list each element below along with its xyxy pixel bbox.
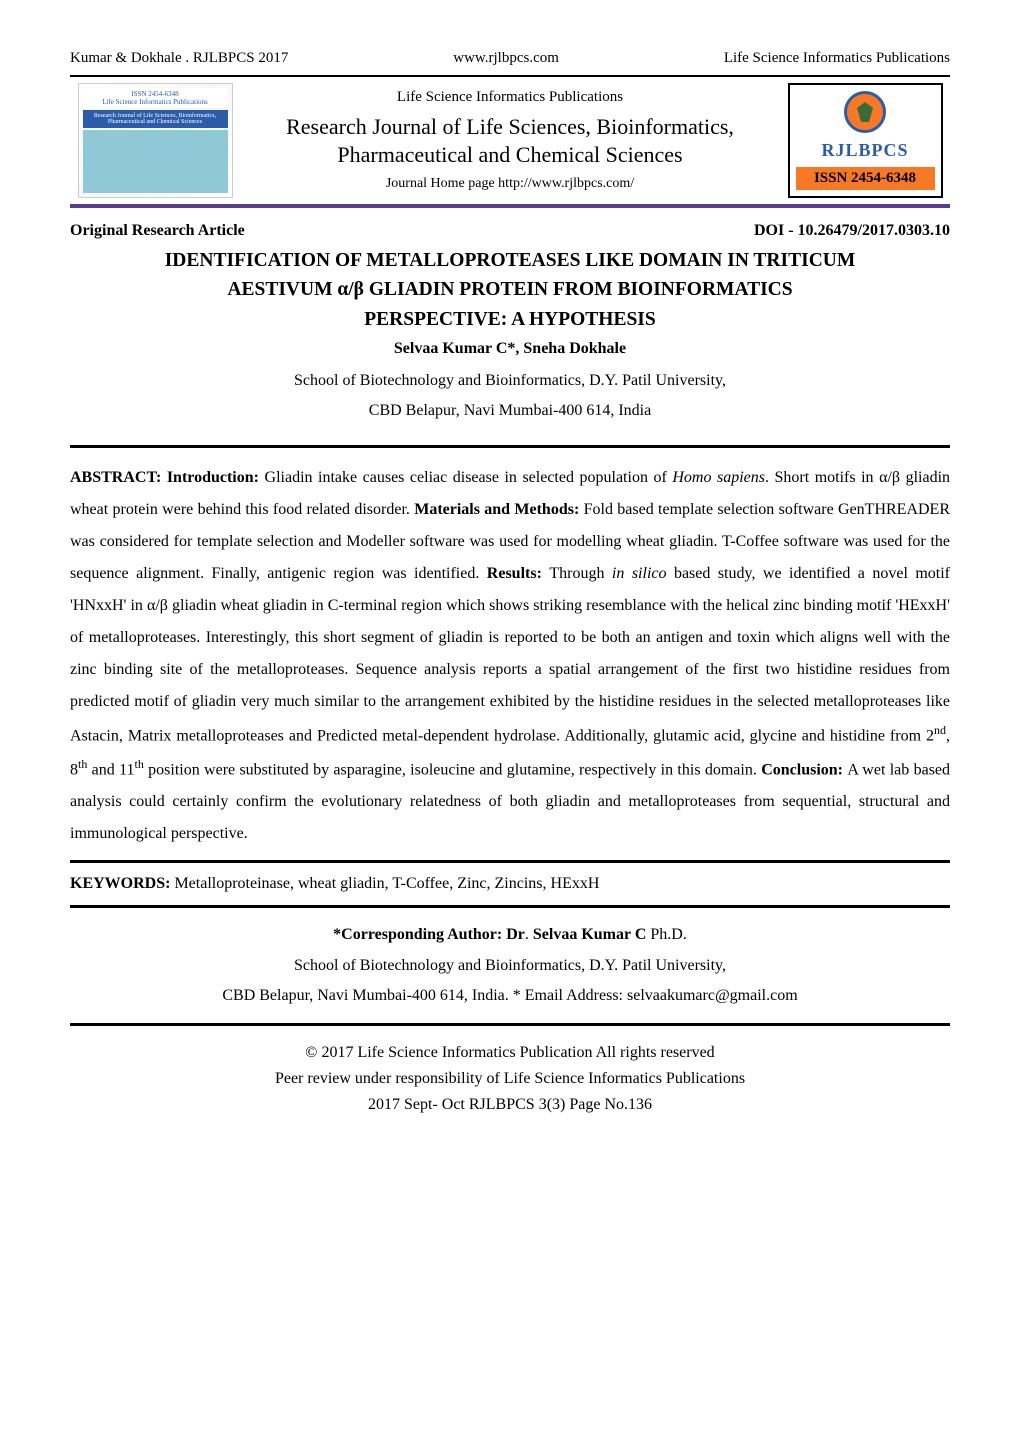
article-authors: Selvaa Kumar C*, Sneha Dokhale — [70, 340, 950, 358]
corresponding-address-email: CBD Belapur, Navi Mumbai-400 614, India.… — [222, 987, 797, 1004]
divider-rule — [70, 445, 950, 448]
journal-acronym: RJLBPCS — [821, 140, 908, 161]
superscript: th — [78, 757, 87, 771]
results-label: Results: — [487, 565, 550, 582]
in-silico: in silico — [612, 565, 667, 582]
banner-journal-title-1: Research Journal of Life Sciences, Bioin… — [286, 114, 734, 140]
issn-box: RJLBPCS ISSN 2454-6348 — [788, 83, 943, 198]
banner-left-logo: ISSN 2454-6348 Life Science Informatics … — [70, 77, 240, 204]
article-type: Original Research Article — [70, 222, 245, 240]
corresponding-affiliation: School of Biotechnology and Bioinformati… — [294, 957, 726, 974]
banner-homepage: Journal Home page http://www.rjlbpcs.com… — [386, 176, 634, 192]
abstract-text: Gliadin intake causes celiac disease in … — [265, 469, 673, 486]
banner-publisher: Life Science Informatics Publications — [397, 89, 623, 106]
intro-label: Introduction: — [167, 469, 265, 486]
article-meta-row: Original Research Article DOI - 10.26479… — [70, 222, 950, 240]
divider-rule — [70, 860, 950, 863]
journal-banner: ISSN 2454-6348 Life Science Informatics … — [70, 75, 950, 208]
abstract-text: and 11 — [87, 761, 134, 778]
corresponding-label: *Corresponding Author: Dr — [333, 926, 525, 943]
logo-title-small: Research Journal of Life Sciences, Bioin… — [83, 110, 228, 128]
page-footer: © 2017 Life Science Informatics Publicat… — [70, 1040, 950, 1117]
abstract-text: Through — [549, 565, 612, 582]
page-number-line: 2017 Sept- Oct RJLBPCS 3(3) Page No.136 — [368, 1096, 652, 1113]
species-name: Homo sapiens — [672, 469, 765, 486]
keywords-text: Metalloproteinase, wheat gliadin, T-Coff… — [174, 875, 599, 892]
corresponding-name: Selvaa Kumar C — [533, 926, 650, 943]
article-affiliation: School of Biotechnology and Bioinformati… — [70, 366, 950, 427]
peer-review-line: Peer review under responsibility of Life… — [275, 1070, 745, 1087]
abstract-text: based study, we identified a novel motif… — [70, 565, 950, 744]
keywords-label: KEYWORDS: — [70, 875, 174, 892]
logo-issn-small: ISSN 2454-6348 Life Science Informatics … — [83, 88, 228, 108]
running-header: Kumar & Dokhale . RJLBPCS 2017 www.rjlbp… — [70, 50, 950, 67]
article-title: IDENTIFICATION OF METALLOPROTEASES LIKE … — [70, 246, 950, 334]
article-doi: DOI - 10.26479/2017.0303.10 — [754, 222, 950, 240]
banner-right-issn: RJLBPCS ISSN 2454-6348 — [780, 77, 950, 204]
journal-cover-thumbnail: ISSN 2454-6348 Life Science Informatics … — [78, 83, 233, 198]
dot: . — [525, 926, 533, 943]
divider-rule — [70, 905, 950, 908]
header-left: Kumar & Dokhale . RJLBPCS 2017 — [70, 50, 288, 67]
divider-rule — [70, 1023, 950, 1026]
conclusion-label: Conclusion: — [761, 761, 847, 778]
abstract-text: position were substituted by asparagine,… — [144, 761, 761, 778]
superscript: th — [135, 757, 144, 771]
banner-center-text: Life Science Informatics Publications Re… — [240, 77, 780, 204]
header-center: www.rjlbpcs.com — [453, 50, 559, 67]
methods-label: Materials and Methods: — [414, 501, 583, 518]
title-block: IDENTIFICATION OF METALLOPROTEASES LIKE … — [70, 246, 950, 427]
abstract-section: ABSTRACT: Introduction: Gliadin intake c… — [70, 462, 950, 851]
corresponding-author-section: *Corresponding Author: Dr. Selvaa Kumar … — [70, 920, 950, 1011]
issn-number: ISSN 2454-6348 — [796, 167, 935, 190]
journal-emblem-icon — [844, 91, 886, 133]
keywords-section: KEYWORDS: Metalloproteinase, wheat gliad… — [70, 875, 950, 893]
superscript: nd — [934, 723, 946, 737]
corresponding-degree: Ph.D. — [650, 926, 686, 943]
copyright-line: © 2017 Life Science Informatics Publicat… — [305, 1044, 714, 1061]
abstract-label: ABSTRACT: — [70, 469, 167, 486]
logo-graphic — [83, 130, 228, 193]
header-right: Life Science Informatics Publications — [724, 50, 950, 67]
banner-journal-title-2: Pharmaceutical and Chemical Sciences — [337, 142, 682, 168]
